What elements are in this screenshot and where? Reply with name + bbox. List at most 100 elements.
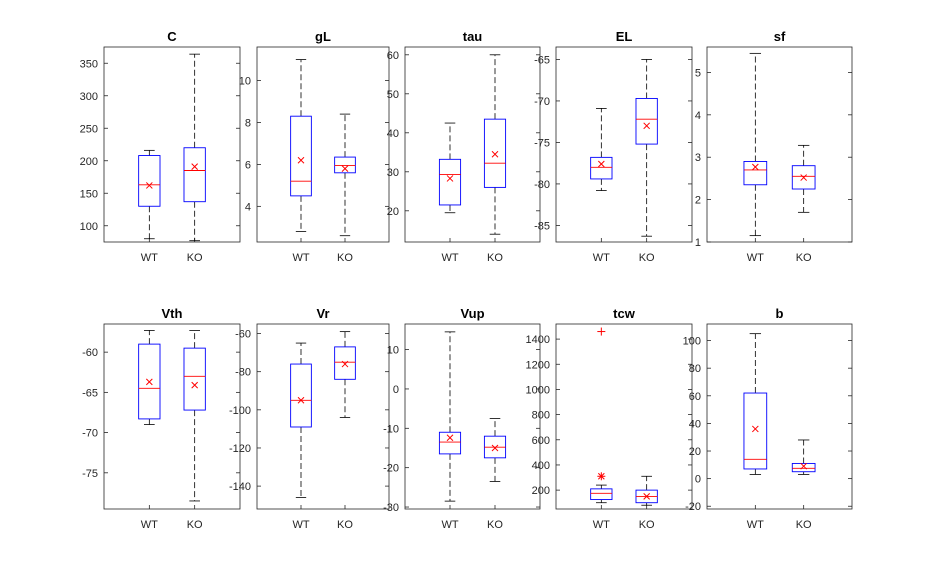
y-tick-label: 300	[80, 91, 98, 103]
y-tick-label: 80	[689, 363, 701, 375]
y-tick-label: 30	[387, 167, 399, 179]
y-tick-label: 150	[80, 188, 98, 200]
y-tick-label: 10	[387, 345, 399, 357]
panel-title: b	[776, 306, 784, 321]
x-tick-label: WT	[292, 519, 309, 531]
y-tick-label: 800	[532, 410, 550, 422]
y-tick-label: -20	[383, 463, 399, 475]
iqr-box	[183, 347, 206, 411]
panel-title: sf	[774, 29, 786, 44]
box-WT	[743, 52, 768, 237]
y-tick-label: -65	[82, 387, 98, 399]
box-WT	[590, 327, 613, 504]
outlier-marker	[597, 472, 606, 481]
y-tick-label: 60	[387, 50, 399, 62]
box-WT	[438, 331, 462, 502]
mean-marker	[191, 381, 199, 389]
y-tick-label: -80	[534, 179, 550, 191]
x-tick-label: KO	[187, 252, 203, 264]
y-tick-label: 400	[532, 460, 550, 472]
y-tick-label: 1200	[526, 359, 550, 371]
box-KO	[791, 439, 816, 475]
y-tick-label: 50	[387, 89, 399, 101]
axes-frame	[256, 323, 390, 510]
y-tick-label: 40	[689, 418, 701, 430]
axes-frame	[256, 46, 390, 243]
y-tick-label: -85	[534, 220, 550, 232]
axes-frame	[103, 46, 241, 243]
panel-title: gL	[315, 29, 331, 44]
x-tick-label: KO	[639, 252, 655, 264]
mean-marker	[751, 163, 759, 171]
iqr-box	[334, 346, 356, 380]
y-tick-label: -140	[229, 481, 251, 493]
y-tick-label: 1	[695, 237, 701, 249]
y-tick-label: -75	[82, 468, 98, 480]
x-tick-label: WT	[292, 252, 309, 264]
iqr-box	[138, 155, 161, 207]
y-tick-label: 100	[683, 336, 701, 348]
axes-frame	[404, 46, 541, 243]
box-KO	[183, 53, 206, 242]
y-tick-label: -75	[534, 137, 550, 149]
axes-frame	[706, 46, 853, 243]
panel-title: Vr	[316, 306, 329, 321]
mean-marker	[800, 462, 808, 470]
mean-marker	[191, 163, 199, 170]
x-tick-label: KO	[487, 519, 503, 531]
iqr-box	[590, 156, 613, 180]
x-tick-label: WT	[593, 519, 610, 531]
mean-marker	[297, 156, 305, 164]
panel-EL: EL -85 -80 -75 -70 -65 WT KO	[534, 29, 693, 264]
mean-marker	[800, 174, 808, 181]
iqr-box	[743, 392, 768, 470]
panel-tau: tau 20 30 40 50 60 WT KO	[387, 29, 541, 264]
panel-gL: gL 4 6 8 10 WT KO	[239, 29, 390, 264]
iqr-box	[791, 462, 816, 473]
panel-C: C 100 150 200 250 300 350 WT KO	[80, 29, 241, 264]
y-tick-label: 0	[393, 384, 399, 396]
iqr-box	[183, 147, 206, 203]
iqr-box	[590, 488, 613, 501]
panel-Vth: Vth -75 -70 -65 -60 WT KO	[82, 306, 241, 531]
y-tick-label: 10	[239, 76, 251, 88]
y-tick-label: 0	[695, 474, 701, 486]
y-tick-label: -70	[82, 428, 98, 440]
mean-marker	[297, 396, 305, 404]
y-tick-label: -65	[534, 54, 550, 66]
box-WT	[590, 108, 613, 191]
y-tick-label: 60	[689, 391, 701, 403]
mean-marker	[446, 175, 454, 182]
box-WT	[438, 122, 462, 214]
mean-marker	[491, 150, 499, 158]
iqr-box	[290, 363, 312, 428]
mean-marker	[145, 378, 153, 386]
panel-b: b -20 0 20 40 60 80 100 WT KO	[683, 306, 853, 531]
y-tick-label: 200	[532, 485, 550, 497]
mean-marker	[643, 122, 651, 130]
x-tick-label: KO	[487, 252, 503, 264]
x-tick-label: KO	[639, 519, 655, 531]
mean-marker	[446, 434, 454, 442]
panel-title: EL	[616, 29, 633, 44]
mean-marker	[491, 444, 499, 452]
panel-title: C	[167, 29, 177, 44]
y-tick-label: -30	[383, 502, 399, 514]
panel-Vr: Vr -140 -120 -100 -80 -60 WT KO	[229, 306, 390, 531]
mean-marker	[341, 165, 349, 172]
box-KO	[483, 54, 507, 235]
y-tick-label: -60	[82, 347, 98, 359]
x-tick-label: WT	[593, 252, 610, 264]
box-KO	[791, 144, 816, 213]
iqr-box	[791, 165, 816, 190]
axes-frame	[706, 323, 853, 510]
y-tick-label: 20	[387, 206, 399, 218]
y-tick-label: 2	[695, 195, 701, 207]
x-tick-label: WT	[141, 252, 158, 264]
y-tick-label: 6	[245, 159, 251, 171]
y-tick-label: -60	[235, 329, 251, 341]
box-WT	[290, 342, 312, 498]
axes-frame	[555, 46, 693, 243]
x-tick-label: WT	[441, 519, 458, 531]
panel-title: Vup	[460, 306, 484, 321]
